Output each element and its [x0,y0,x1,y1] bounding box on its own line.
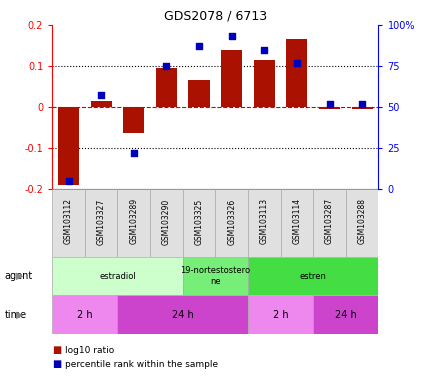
Point [130,150,137,156]
Bar [90,101,112,107]
Bar [182,257,247,295]
Text: GSM103288: GSM103288 [357,199,366,245]
Bar [253,60,274,107]
Text: 2 h: 2 h [272,310,288,320]
Text: 2 h: 2 h [77,310,92,320]
Bar [312,189,345,257]
Text: GSM103327: GSM103327 [96,198,105,245]
Text: GSM103326: GSM103326 [227,198,236,245]
Point [65,177,72,184]
Text: estradiol: estradiol [99,271,135,281]
Text: 19-nortestostero
ne: 19-nortestostero ne [180,266,250,286]
Bar [117,295,247,334]
Bar [247,295,312,334]
Bar [280,189,312,257]
Text: percentile rank within the sample: percentile rank within the sample [65,360,218,369]
Text: estren: estren [299,271,326,281]
Bar [215,189,247,257]
Point [260,46,267,53]
Text: ■: ■ [52,359,61,369]
Text: ▶: ▶ [16,310,23,320]
Bar [318,107,339,109]
Point [162,63,169,69]
Bar [155,68,177,107]
Title: GDS2078 / 6713: GDS2078 / 6713 [163,9,266,22]
Text: ▶: ▶ [16,271,23,281]
Text: GSM103325: GSM103325 [194,198,203,245]
Text: time: time [4,310,26,320]
Text: GSM103287: GSM103287 [324,199,333,245]
Text: GSM103289: GSM103289 [129,199,138,245]
Point [293,60,299,66]
Bar [52,189,85,257]
Bar [52,295,117,334]
Bar [188,80,209,107]
Bar [85,189,117,257]
Text: log10 ratio: log10 ratio [65,346,114,355]
Bar [351,107,372,109]
Text: ■: ■ [52,345,61,355]
Point [227,33,234,40]
Bar [247,257,378,295]
Bar [52,257,182,295]
Bar [117,189,150,257]
Text: GSM103290: GSM103290 [161,198,171,245]
Bar [182,189,215,257]
Bar [312,295,378,334]
Bar [123,107,144,134]
Point [195,43,202,49]
Text: GSM103112: GSM103112 [64,199,73,245]
Point [358,101,365,107]
Text: GSM103113: GSM103113 [259,199,268,245]
Bar [58,107,79,185]
Point [326,101,332,107]
Bar [220,50,242,107]
Text: 24 h: 24 h [334,310,356,320]
Point [97,92,105,98]
Bar [286,39,307,107]
Bar [345,189,378,257]
Text: GSM103114: GSM103114 [292,199,301,245]
Bar [150,189,182,257]
Bar [247,189,280,257]
Text: agent: agent [4,271,33,281]
Text: 24 h: 24 h [171,310,193,320]
